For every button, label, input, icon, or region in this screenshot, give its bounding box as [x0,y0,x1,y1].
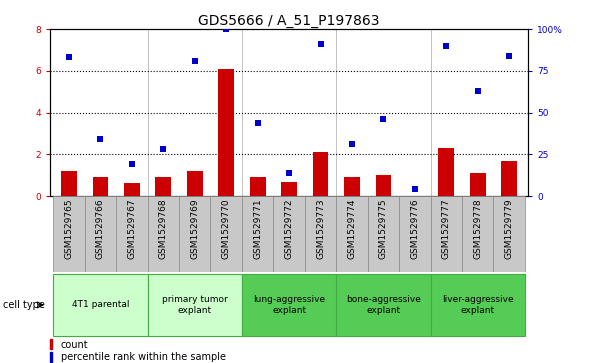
Text: GSM1529771: GSM1529771 [253,198,262,259]
Point [473,88,483,94]
Bar [344,177,360,196]
Bar [273,196,305,272]
Bar [187,171,202,196]
Bar [124,183,140,196]
Bar [50,339,52,349]
Text: lung-aggressive
explant: lung-aggressive explant [253,295,325,315]
Bar [53,274,148,336]
Text: GSM1529775: GSM1529775 [379,198,388,259]
Text: GSM1529768: GSM1529768 [159,198,168,259]
Bar [211,196,242,272]
Text: GSM1529766: GSM1529766 [96,198,105,259]
Point [159,146,168,152]
Bar [156,177,171,196]
Text: 4T1 parental: 4T1 parental [72,301,129,309]
Point [221,26,231,32]
Bar [179,196,211,272]
Bar [399,196,431,272]
Bar [470,173,486,196]
Bar [376,175,391,196]
Bar [242,196,273,272]
Title: GDS5666 / A_51_P197863: GDS5666 / A_51_P197863 [198,14,380,28]
Point [190,58,199,64]
Bar [281,183,297,196]
Point [127,162,137,167]
Bar [61,171,77,196]
Bar [148,274,242,336]
Text: GSM1529774: GSM1529774 [348,198,356,259]
Text: primary tumor
explant: primary tumor explant [162,295,228,315]
Text: GSM1529767: GSM1529767 [127,198,136,259]
Text: bone-aggressive
explant: bone-aggressive explant [346,295,421,315]
Bar [250,177,266,196]
Text: GSM1529772: GSM1529772 [284,198,294,259]
Point [441,43,451,49]
Point [410,187,419,192]
Bar [493,196,525,272]
Bar [116,196,148,272]
Bar [305,196,336,272]
Point [348,141,357,147]
Point [504,53,514,59]
Text: count: count [61,340,88,350]
Bar [313,152,329,196]
Text: liver-aggressive
explant: liver-aggressive explant [442,295,513,315]
Point [316,41,325,47]
Bar [462,196,493,272]
Point [253,120,263,126]
Bar [53,196,85,272]
Text: GSM1529777: GSM1529777 [442,198,451,259]
Text: GSM1529779: GSM1529779 [504,198,514,259]
Bar [50,352,52,362]
Text: GSM1529776: GSM1529776 [411,198,419,259]
Point [379,116,388,122]
Text: GSM1529765: GSM1529765 [64,198,74,259]
Text: cell type: cell type [3,300,45,310]
Text: GSM1529778: GSM1529778 [473,198,482,259]
Bar [438,148,454,196]
Bar [336,274,431,336]
Bar [148,196,179,272]
Text: GSM1529769: GSM1529769 [191,198,199,259]
Bar [368,196,399,272]
Text: percentile rank within the sample: percentile rank within the sample [61,352,225,362]
Point [64,54,74,60]
Bar [93,177,109,196]
Text: GSM1529773: GSM1529773 [316,198,325,259]
Bar [218,69,234,196]
Bar [502,160,517,196]
Bar [85,196,116,272]
Bar [242,274,336,336]
Point [96,136,105,142]
Bar [431,196,462,272]
Bar [336,196,368,272]
Text: GSM1529770: GSM1529770 [222,198,231,259]
Bar [431,274,525,336]
Point [284,170,294,176]
